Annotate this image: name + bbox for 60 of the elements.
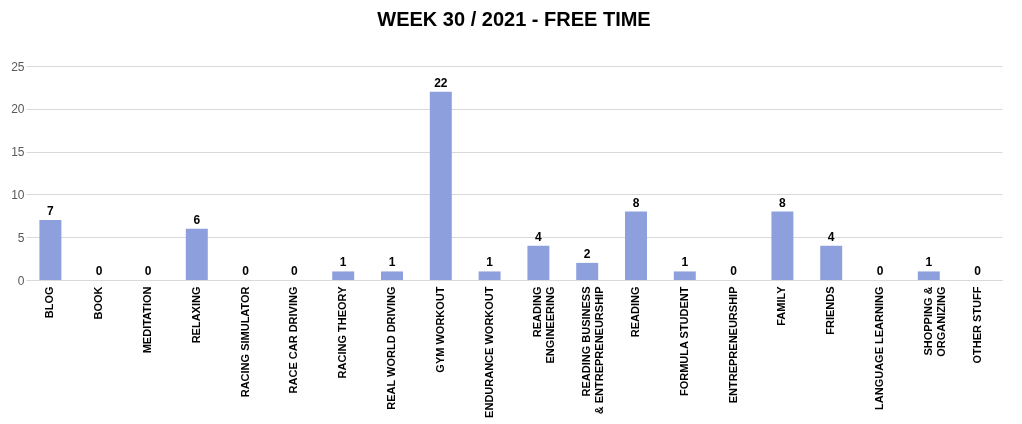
x-tick-label: MEDITATION bbox=[141, 286, 153, 354]
data-label: 1 bbox=[339, 255, 347, 270]
data-label: 7 bbox=[47, 204, 55, 219]
x-tick-label: READING bbox=[629, 286, 641, 338]
x-tick-label: RACING SIMULATOR bbox=[238, 286, 251, 398]
x-tick-label: FAMILY bbox=[775, 285, 788, 326]
y-tick-label: 0 bbox=[17, 273, 25, 288]
x-tick-label: OTHER STUFF bbox=[970, 286, 983, 364]
bar bbox=[39, 220, 62, 280]
bar bbox=[478, 271, 501, 280]
data-label: 0 bbox=[730, 264, 738, 278]
x-tick-label: FRIENDS bbox=[824, 286, 837, 335]
data-label: 0 bbox=[95, 264, 103, 278]
data-label: 0 bbox=[144, 264, 152, 278]
y-tick-label: 20 bbox=[11, 102, 25, 117]
data-label: 1 bbox=[486, 255, 494, 270]
data-label: 8 bbox=[779, 195, 787, 210]
y-tick-label: 10 bbox=[11, 187, 25, 202]
data-label: 8 bbox=[632, 195, 640, 210]
x-tick-label: LANGUAGE LEARNING bbox=[873, 286, 885, 410]
x-tick-label: READING BUSINESS & ENTREPRENEURSHIP bbox=[580, 286, 606, 415]
x-tick-label: BLOG bbox=[43, 286, 56, 319]
x-tick-label: RACING THEORY bbox=[336, 285, 349, 379]
x-tick-label: SHOPPING & ORGANIZING bbox=[921, 286, 947, 357]
chart-title: WEEK 30 / 2021 - FREE TIME bbox=[377, 8, 651, 30]
data-label: 0 bbox=[291, 264, 299, 278]
x-tick-label: READING ENGINEERING bbox=[531, 286, 557, 364]
data-label: 22 bbox=[434, 75, 448, 90]
data-label: 1 bbox=[681, 255, 689, 270]
bar bbox=[332, 271, 355, 280]
data-label: 1 bbox=[388, 255, 396, 270]
data-label: 6 bbox=[193, 212, 201, 227]
x-tick-label: RELAXING bbox=[189, 286, 202, 344]
bar bbox=[917, 271, 940, 280]
data-label: 4 bbox=[535, 229, 543, 244]
y-tick-label: 5 bbox=[17, 230, 25, 245]
bar bbox=[625, 211, 647, 280]
data-label: 1 bbox=[925, 255, 933, 270]
data-label: 0 bbox=[974, 264, 982, 278]
x-tick-label: ENDURANCE WORKOUT bbox=[482, 286, 495, 418]
bar bbox=[673, 271, 696, 280]
bar bbox=[527, 245, 550, 280]
x-tick-label: BOOK bbox=[92, 286, 105, 320]
bar bbox=[771, 211, 794, 280]
bar bbox=[381, 271, 403, 280]
data-label: 2 bbox=[583, 246, 591, 261]
data-label: 4 bbox=[827, 229, 835, 244]
data-label: 0 bbox=[242, 264, 250, 278]
x-tick-label: RACE CAR DRIVING bbox=[287, 286, 300, 394]
bar bbox=[429, 91, 452, 280]
data-label: 0 bbox=[876, 264, 884, 278]
x-tick-label: FORMULA STUDENT bbox=[677, 286, 690, 397]
x-tick-label: GYM WORKOUT bbox=[433, 286, 446, 373]
y-tick-label: 15 bbox=[11, 145, 25, 160]
bar bbox=[185, 228, 208, 280]
x-tick-label: ENTREPRENEURSHIP bbox=[726, 286, 739, 404]
bar bbox=[820, 245, 843, 280]
bar bbox=[576, 262, 599, 280]
x-tick-label: REAL WORLD DRIVING bbox=[385, 286, 397, 410]
y-tick-label: 25 bbox=[11, 59, 25, 74]
